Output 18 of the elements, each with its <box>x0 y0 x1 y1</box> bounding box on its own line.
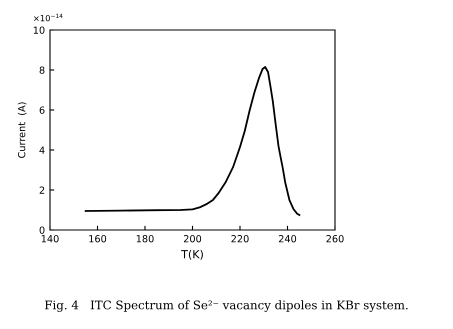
x-tick-label: 180 <box>136 235 154 242</box>
x-tick-label: 260 <box>326 235 344 242</box>
x-tick-label: 140 <box>42 235 59 242</box>
y-tick-label: 2 <box>40 186 44 194</box>
x-tick-label: 220 <box>231 235 249 242</box>
x-axis-title: T(K) <box>181 250 203 260</box>
line-series <box>84 66 300 216</box>
y-tick-label: 0 <box>40 226 44 234</box>
y-tick-label: 8 <box>40 66 44 74</box>
y-tick-label: 10 <box>34 26 44 34</box>
caption: Fig. 4 ITC Spectrum of Se²⁻ vacancy dipoles in KBr system. <box>44 300 408 312</box>
x-tick-label: 240 <box>278 235 296 242</box>
x-tick-label: 160 <box>89 235 106 242</box>
y-tick-label: 6 <box>40 106 45 114</box>
y-tick-label: 4 <box>39 146 45 154</box>
y-axis-title: Current (A) <box>18 102 26 158</box>
x-tick-label: 200 <box>184 235 202 242</box>
text: ×10$^{−14}$ <box>34 14 63 22</box>
